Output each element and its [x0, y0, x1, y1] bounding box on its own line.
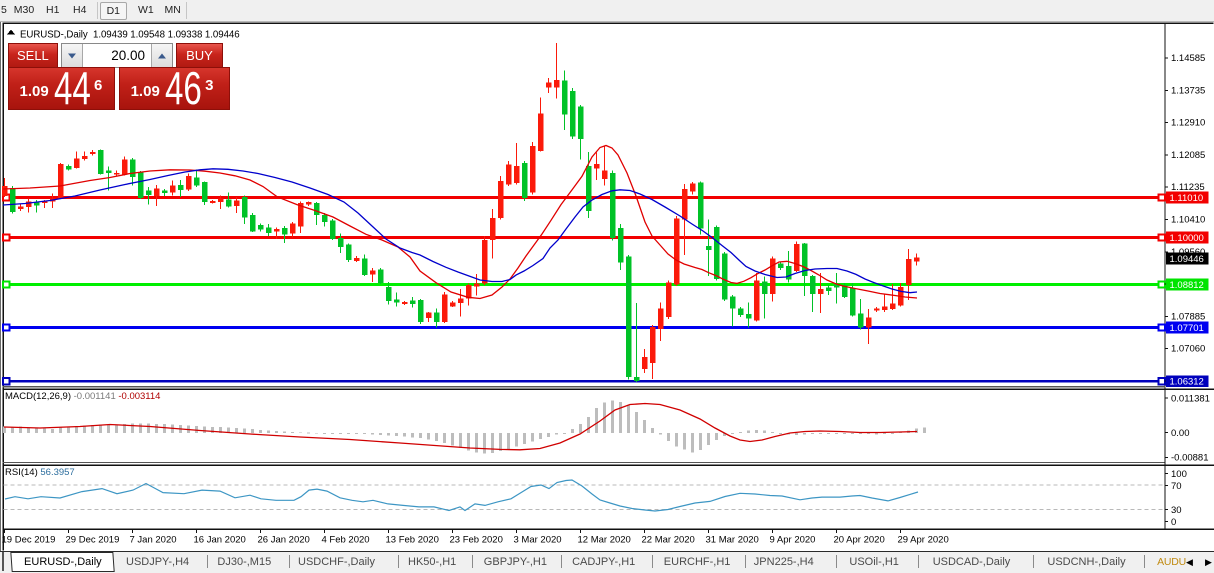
svg-text:1.09446: 1.09446	[1170, 254, 1204, 265]
svg-text:1.12910: 1.12910	[1171, 118, 1205, 129]
svg-text:4 Feb 2020: 4 Feb 2020	[322, 535, 370, 546]
svg-text:31 Mar 2020: 31 Mar 2020	[706, 535, 759, 546]
svg-text:1.08812: 1.08812	[1170, 280, 1204, 291]
svg-text:1.11010: 1.11010	[1170, 193, 1204, 204]
svg-text:0: 0	[1171, 517, 1176, 528]
svg-text:23 Feb 2020: 23 Feb 2020	[450, 535, 503, 546]
svg-text:1.10000: 1.10000	[1170, 233, 1204, 244]
svg-text:0.00: 0.00	[1171, 428, 1190, 439]
svg-text:26 Jan 2020: 26 Jan 2020	[258, 535, 310, 546]
svg-text:29 Apr 2020: 29 Apr 2020	[898, 535, 949, 546]
svg-text:1.07885: 1.07885	[1171, 311, 1205, 322]
svg-text:1.09560: 1.09560	[1171, 247, 1205, 258]
svg-text:3 Mar 2020: 3 Mar 2020	[514, 535, 562, 546]
svg-text:12 Mar 2020: 12 Mar 2020	[578, 535, 631, 546]
svg-text:1.11235: 1.11235	[1171, 182, 1205, 193]
svg-text:30: 30	[1171, 505, 1182, 516]
svg-text:1.07701: 1.07701	[1170, 323, 1204, 334]
svg-text:-0.00881: -0.00881	[1171, 453, 1209, 464]
svg-text:1.12085: 1.12085	[1171, 150, 1205, 161]
svg-text:29 Dec 2019: 29 Dec 2019	[66, 535, 120, 546]
svg-text:7 Jan 2020: 7 Jan 2020	[130, 535, 177, 546]
svg-text:MACD(12,26,9) -0.001141 -0.003: MACD(12,26,9) -0.001141 -0.003114	[5, 391, 160, 402]
svg-text:13 Feb 2020: 13 Feb 2020	[386, 535, 439, 546]
svg-text:20 Apr 2020: 20 Apr 2020	[834, 535, 885, 546]
svg-text:EURUSD-,Daily 1.09439 1.09548: EURUSD-,Daily 1.09439 1.09548 1.09338 1.…	[20, 30, 240, 41]
svg-text:0.011381: 0.011381	[1171, 393, 1210, 404]
svg-text:RSI(14) 56.3957: RSI(14) 56.3957	[5, 467, 75, 478]
svg-text:16 Jan 2020: 16 Jan 2020	[194, 535, 246, 546]
svg-text:9 Apr 2020: 9 Apr 2020	[770, 535, 816, 546]
svg-text:1.06312: 1.06312	[1170, 377, 1204, 388]
svg-text:70: 70	[1171, 481, 1182, 492]
svg-text:19 Dec 2019: 19 Dec 2019	[2, 535, 56, 546]
svg-text:1.13735: 1.13735	[1171, 85, 1205, 96]
svg-text:1.10410: 1.10410	[1171, 215, 1205, 226]
svg-text:1.14585: 1.14585	[1171, 53, 1205, 64]
svg-text:100: 100	[1171, 469, 1187, 480]
svg-text:22 Mar 2020: 22 Mar 2020	[642, 535, 695, 546]
svg-text:1.07060: 1.07060	[1171, 344, 1205, 355]
